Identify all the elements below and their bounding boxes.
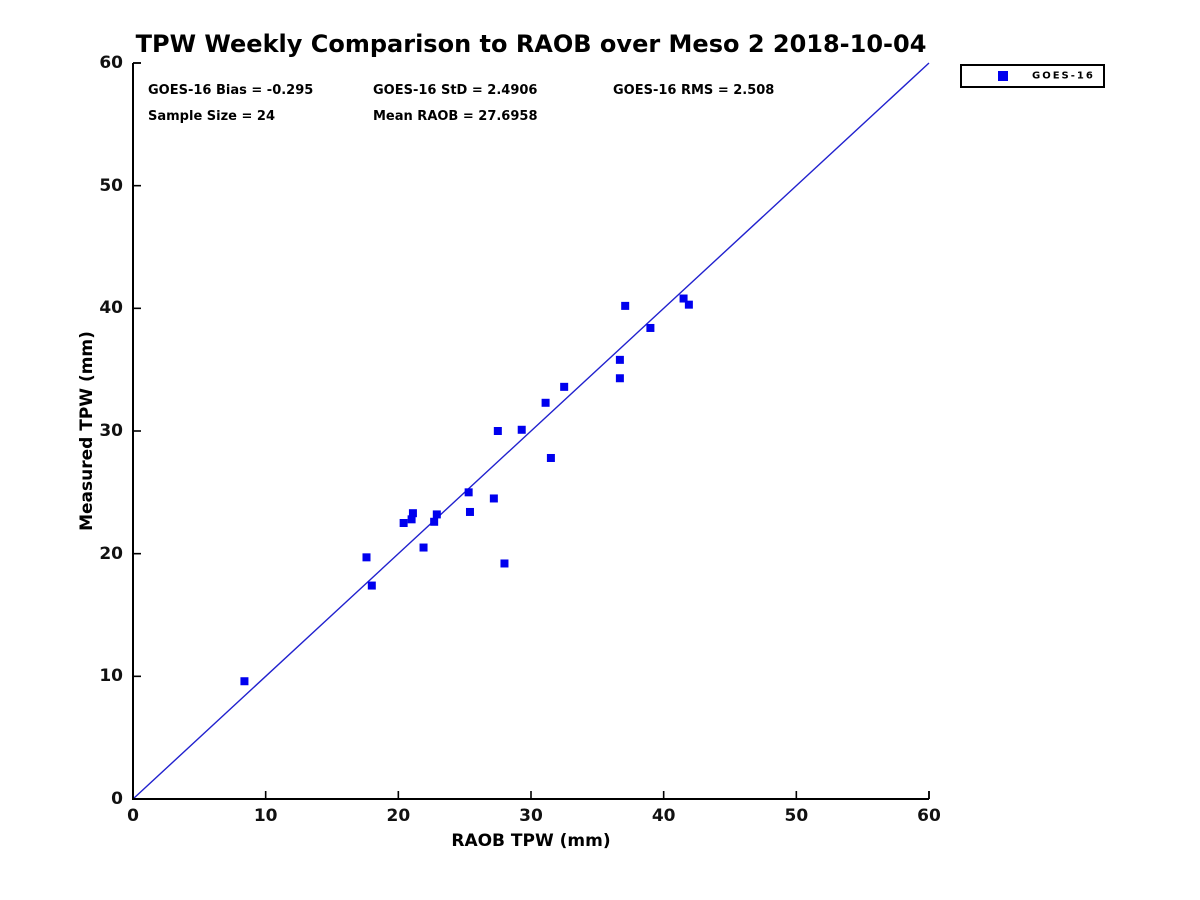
- data-point: [432, 510, 441, 519]
- y-tick-label: 40: [99, 298, 123, 319]
- y-tick-label: 50: [99, 175, 123, 196]
- y-tick-label: 20: [99, 543, 123, 564]
- data-point: [500, 559, 509, 568]
- y-tick-label: 10: [99, 666, 123, 687]
- one-to-one-line: [132, 62, 930, 800]
- y-tick-label: 30: [99, 421, 123, 441]
- data-point: [679, 294, 688, 303]
- data-point: [684, 300, 693, 309]
- chart-title: TPW Weekly Comparison to RAOB over Meso …: [135, 30, 927, 58]
- data-point: [399, 519, 408, 527]
- y-axis-label: Measured TPW (mm): [77, 331, 97, 531]
- data-point: [367, 581, 376, 590]
- stat-sample-size: Sample Size = 24: [148, 109, 276, 124]
- x-tick-label: 60: [917, 806, 941, 826]
- data-point: [465, 507, 474, 516]
- stat-bias: GOES-16 Bias = -0.295: [148, 83, 314, 98]
- x-tick-label: 0: [127, 806, 139, 826]
- data-point: [646, 323, 655, 332]
- legend-label: GOES-16: [1032, 70, 1095, 82]
- data-point: [407, 515, 416, 524]
- x-tick-label: 10: [253, 806, 278, 826]
- data-point: [541, 398, 550, 407]
- data-point: [517, 425, 526, 434]
- data-point: [240, 677, 249, 686]
- x-tick-label: 20: [386, 806, 411, 826]
- data-point: [408, 509, 417, 518]
- x-tick-label: 50: [784, 806, 809, 826]
- x-tick-label: 40: [651, 806, 676, 826]
- legend-box: GOES-16: [960, 64, 1105, 88]
- data-point: [615, 374, 624, 383]
- stat-mean-raob: Mean RAOB = 27.6958: [373, 109, 538, 124]
- data-point: [419, 543, 428, 552]
- y-tick-label: 0: [111, 789, 123, 809]
- data-point: [362, 553, 371, 562]
- stat-rms: GOES-16 RMS = 2.508: [613, 83, 775, 98]
- data-point: [493, 427, 502, 435]
- x-axis-label: RAOB TPW (mm): [451, 831, 611, 851]
- data-point: [464, 488, 473, 497]
- data-point: [546, 453, 555, 462]
- data-point: [615, 355, 624, 364]
- data-point: [430, 517, 439, 526]
- stat-std: GOES-16 StD = 2.4906: [373, 83, 538, 98]
- data-point: [560, 382, 569, 391]
- data-point: [621, 301, 630, 310]
- x-tick-label: 30: [519, 806, 543, 826]
- legend-marker-icon: [998, 71, 1008, 81]
- data-point: [489, 494, 498, 503]
- y-tick-label: 60: [99, 53, 123, 73]
